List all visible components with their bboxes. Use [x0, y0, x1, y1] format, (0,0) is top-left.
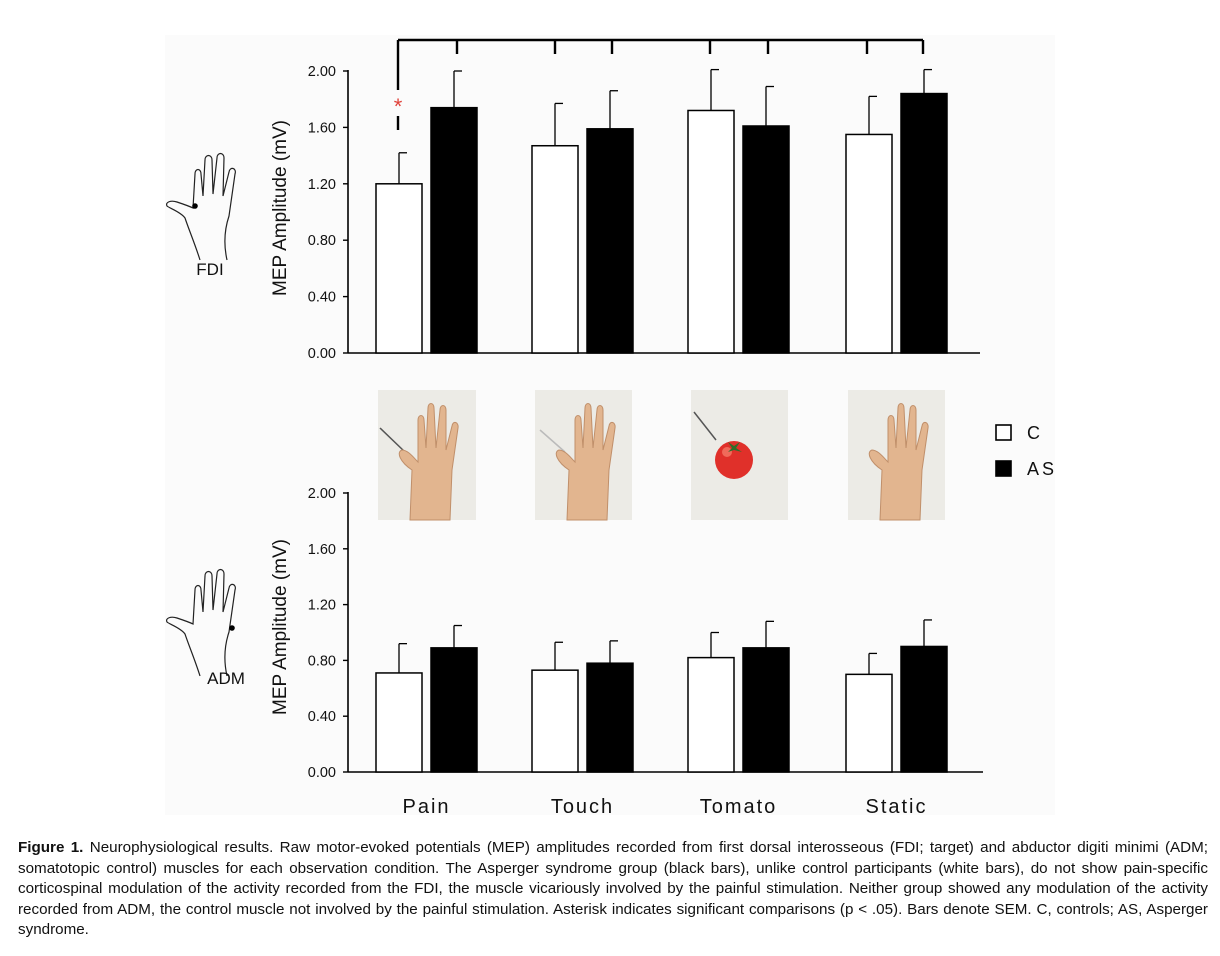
legend-label-as: AS	[1027, 459, 1057, 479]
figure-caption: Figure 1. Neurophysiological results. Ra…	[18, 838, 1208, 941]
adm-y-tick-label: 1.20	[308, 598, 336, 614]
fdi-y-tick-label: 1.20	[308, 177, 336, 193]
fdi-y-tick-label: 2.00	[308, 64, 336, 80]
fdi-bar-touch-as	[586, 128, 634, 354]
fdi-y-tick-label: 0.00	[308, 346, 336, 362]
fdi-bar-chart: 0.00 0.40 0.80 1.20 1.60 2.00	[308, 64, 980, 362]
adm-bar-static-as	[900, 645, 948, 773]
fdi-y-axis-title: MEP Amplitude (mV)	[270, 120, 291, 296]
comparison-bracket	[396, 38, 925, 130]
adm-muscle-label: ADM	[207, 669, 245, 688]
adm-y-tick-label: 0.80	[308, 653, 336, 669]
adm-bar-touch-c	[531, 669, 579, 773]
legend-label-c: C	[1027, 423, 1040, 443]
fdi-y-tick-label: 1.60	[308, 120, 336, 136]
figure: FDI ADM MEP Amplitude (mV) MEP Amplitude…	[166, 38, 1057, 818]
adm-y-axis-title: MEP Amplitude (mV)	[270, 539, 291, 715]
adm-bar-chart: 0.00 0.40 0.80 1.20 1.60 2.00 Pain Touch Tomato S…	[308, 486, 983, 818]
fdi-bar-pain-as	[430, 106, 478, 354]
legend: C AS	[995, 423, 1057, 479]
fdi-y-tick-label: 0.40	[308, 290, 336, 306]
legend-swatch-as	[995, 460, 1012, 477]
fdi-bar-touch-c	[531, 144, 579, 354]
category-label-touch: Touch	[551, 796, 614, 818]
fdi-muscle-label: FDI	[196, 260, 223, 279]
category-label-static: Static	[865, 796, 927, 818]
fdi-bar-tomato-c	[687, 109, 735, 354]
adm-bar-touch-as	[586, 662, 634, 773]
fdi-bar-pain-c	[375, 183, 423, 354]
adm-y-tick-label: 0.00	[308, 765, 336, 781]
legend-swatch-c	[995, 424, 1012, 441]
caption-text: Neurophysiological results. Raw motor-ev…	[18, 839, 1209, 938]
caption-label: Figure 1.	[18, 839, 84, 856]
photo-touch	[535, 390, 632, 521]
fdi-bar-static-c	[845, 133, 893, 354]
photo-tomato	[691, 390, 788, 520]
adm-bar-static-c	[845, 673, 893, 773]
fdi-y-tick-label: 0.80	[308, 233, 336, 249]
fdi-bar-tomato-as	[742, 125, 790, 354]
category-label-tomato: Tomato	[700, 796, 778, 818]
adm-y-tick-label: 0.40	[308, 709, 336, 725]
adm-bar-pain-c	[375, 672, 423, 773]
significance-asterisk: *	[394, 94, 403, 119]
photo-pain	[378, 390, 476, 521]
adm-y-tick-label: 2.00	[308, 486, 336, 502]
fdi-hand-icon	[166, 152, 236, 261]
adm-bar-tomato-as	[742, 647, 790, 773]
photo-static	[848, 390, 945, 521]
adm-bar-tomato-c	[687, 656, 735, 773]
category-label-pain: Pain	[402, 796, 450, 818]
adm-y-tick-label: 1.60	[308, 542, 336, 558]
fdi-bar-static-as	[900, 92, 948, 354]
adm-hand-icon	[166, 568, 236, 677]
adm-bar-pain-as	[430, 647, 478, 773]
